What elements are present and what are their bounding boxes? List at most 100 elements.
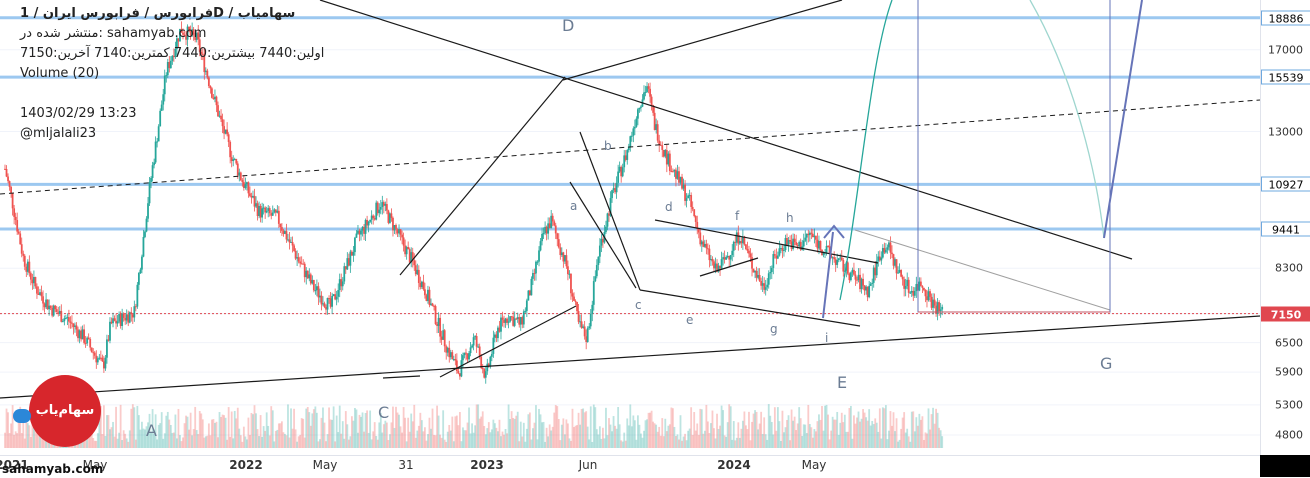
volume-bar [148,413,151,448]
candle-body [337,290,340,297]
candle-body [478,346,481,357]
price-axis[interactable]: 4800 5300 5900 6500 8300 13000 17000 18886 15539… [1260,0,1310,455]
volume-bar [355,409,358,448]
volume-bar [497,431,499,448]
published-on: منتشر شده در: sahamyab.com [20,26,207,41]
time-axis[interactable]: 2021 May 2022 May 31 2023 Jun 2024 May [0,455,1260,478]
volume-bar [424,427,426,448]
volume-bar [462,427,464,448]
trendline-dashed [0,99,1260,195]
volume-bar [620,440,623,448]
candle-body [909,292,912,294]
candle-body [836,259,839,265]
volume-bar [118,432,121,448]
volume-bar [14,431,17,448]
candle-body [822,252,825,256]
volume-bar [611,431,613,448]
candle-body [682,184,685,189]
candle-body [367,221,370,226]
volume-bar [857,411,860,448]
candle-body [697,228,700,233]
wave-label-i: i [825,331,829,345]
volume-bar [699,408,702,448]
volume-bar [398,414,400,448]
volume-bar [265,412,268,448]
candle-body [78,330,81,339]
candle-body [156,141,159,143]
candle-body [244,184,247,188]
candle-body [186,26,189,40]
chart-canvas[interactable] [0,0,1260,455]
candle-body [249,193,251,196]
forecast-arrow [822,231,834,319]
volume-bar [783,432,785,448]
candle-body [810,232,813,234]
candle-body [850,272,852,281]
candle-body [746,249,749,251]
candle-body [591,304,594,314]
volume-bar [548,424,551,448]
volume-bar [183,423,186,448]
volume-bar [428,417,431,448]
cloud-icon[interactable] [13,409,31,423]
volume-bar [420,420,423,448]
volume-bar [568,438,571,448]
volume-bar [706,421,709,448]
volume-bar [364,412,367,448]
price-tick-4800: 4800 [1275,428,1303,442]
volume-bar [932,407,934,448]
volume-bar [360,416,362,448]
candle-body [609,198,612,216]
volume-bar [602,427,604,448]
candle-body [475,336,478,347]
volume-bar [188,429,190,448]
candle-body [483,369,486,378]
candle-body [880,257,883,261]
volume-bar [828,439,831,448]
candle-body [554,225,557,234]
candle-body [188,26,190,32]
candle-body [454,359,457,361]
candle-body [226,129,229,135]
volume-bar [929,429,931,448]
candle-body [206,70,209,78]
volume-bar [5,408,8,448]
candle-body [157,126,160,142]
volume-bar [919,419,922,448]
candle-body [347,258,350,266]
candle-body [815,235,817,240]
wedge-upper-a [579,131,641,291]
candle-body [480,356,483,369]
volume-bar [728,404,731,448]
volume-bar [176,438,178,448]
volume-bar [235,418,238,448]
volume-bar [836,411,839,448]
volume-bar [553,412,556,448]
candle-body [903,279,906,289]
volume-bar [609,424,612,448]
volume-bar [241,441,244,448]
volume-bar [764,434,767,448]
volume-bar [539,414,542,448]
candle-body [127,314,130,323]
volume-bar [801,435,804,448]
candle-body [270,213,273,216]
candle-body [355,233,358,238]
candle-body [518,317,521,325]
volume-bar [401,432,403,448]
volume-bar [93,440,96,448]
volume-bar [305,408,308,448]
candle-body [457,371,460,374]
candle-body [516,317,519,320]
candle-body [58,310,61,314]
candle-body [545,226,548,234]
volume-bar [646,419,648,448]
candle-body [308,274,311,279]
candle-body [729,255,732,260]
candle-body [904,286,907,289]
candle-body [881,247,884,258]
volume-bar [486,428,489,448]
volume-bar [608,418,610,448]
candle-body [932,299,934,308]
